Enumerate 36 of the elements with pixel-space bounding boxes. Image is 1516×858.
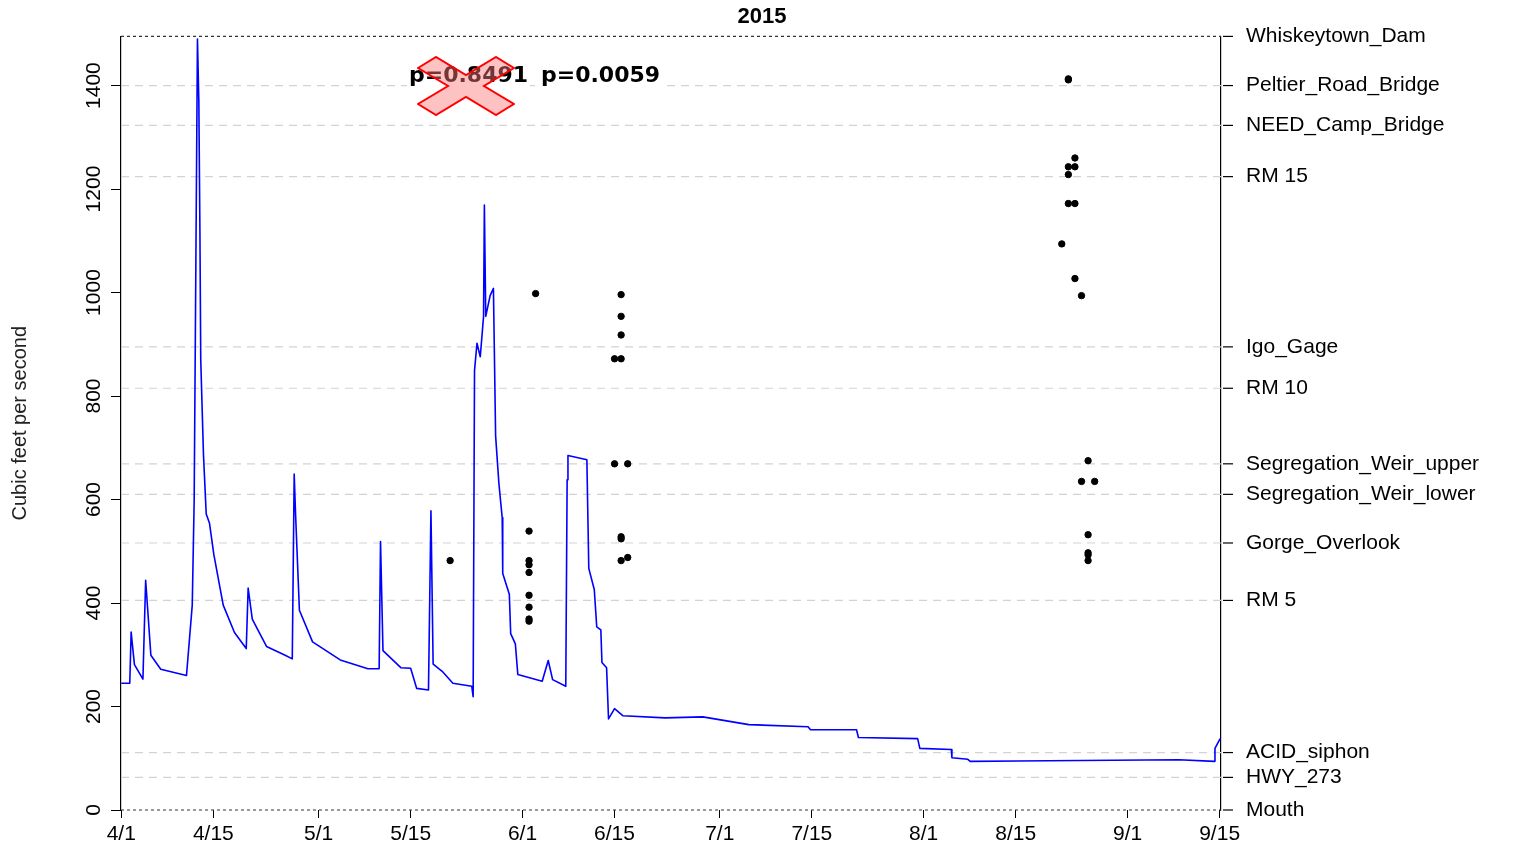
chart-title: 2015 xyxy=(737,3,787,29)
ref-line-label: Segregation_Weir_lower xyxy=(1246,481,1476,506)
y-tick-label: 1000 xyxy=(81,269,105,316)
ref-line-label: Peltier_Road_Bridge xyxy=(1246,72,1440,97)
ref-line-label: RM 10 xyxy=(1246,375,1308,399)
ref-line-label: ACID_siphon xyxy=(1246,739,1370,764)
x-tick-label: 8/15 xyxy=(995,821,1037,845)
x-tick-label: 9/15 xyxy=(1199,821,1241,845)
y-tick-label: 0 xyxy=(81,804,105,816)
y-axis-title: Cubic feet per second xyxy=(7,325,30,521)
ref-line-label: RM 5 xyxy=(1246,587,1297,611)
y-tick-label: 400 xyxy=(81,585,105,621)
annotation: p=0.0059 xyxy=(539,62,663,88)
x-tick-label: 5/1 xyxy=(303,821,334,845)
ref-line-label: Igo_Gage xyxy=(1246,333,1339,358)
y-tick-label: 800 xyxy=(81,378,105,414)
x-tick-label: 4/1 xyxy=(106,821,136,845)
ref-line-label: NEED_Camp_Bridge xyxy=(1246,112,1445,137)
y-tick-label: 600 xyxy=(81,482,105,518)
y-tick-label: 1200 xyxy=(81,165,105,213)
x-tick-label: 7/1 xyxy=(705,821,735,845)
y-tick-label: 1400 xyxy=(81,62,105,109)
ref-line-label: Gorge_Overlook xyxy=(1246,529,1401,554)
x-tick-label: 9/1 xyxy=(1112,821,1143,845)
x-tick-label: 5/15 xyxy=(390,821,432,845)
x-tick-label: 4/15 xyxy=(192,821,234,845)
ref-line-label: Segregation_Weir_upper xyxy=(1246,450,1480,475)
ref-line-label: RM 15 xyxy=(1246,163,1308,187)
ref-line-label: Whiskeytown_Dam xyxy=(1246,23,1426,48)
x-tick-label: 7/15 xyxy=(791,821,833,845)
y-tick-label: 200 xyxy=(81,688,105,725)
x-tick-label: 8/1 xyxy=(909,821,939,845)
ref-line-label: HWY_273 xyxy=(1246,764,1342,789)
ref-line-label: Mouth xyxy=(1246,796,1305,820)
x-tick-label: 6/15 xyxy=(594,821,635,845)
x-tick-label: 6/1 xyxy=(507,821,538,845)
